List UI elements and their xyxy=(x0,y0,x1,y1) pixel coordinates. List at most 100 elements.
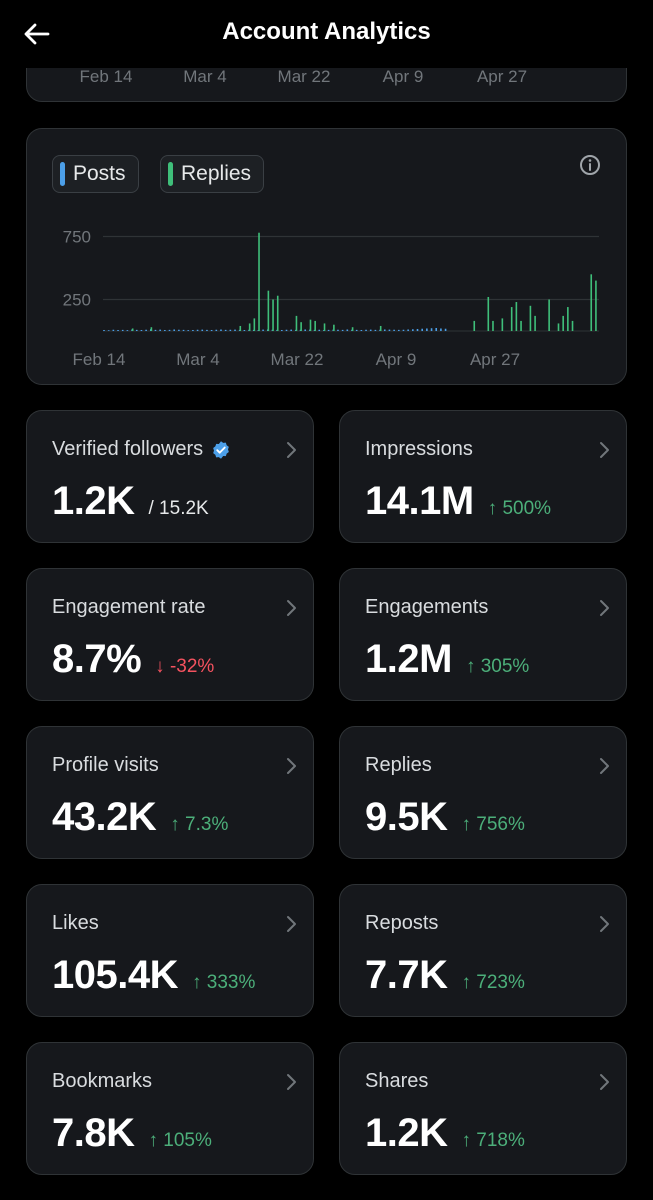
replies-bar xyxy=(492,320,494,331)
x-tick-label: Feb 14 xyxy=(79,67,133,86)
posts-bar xyxy=(337,329,339,331)
replies-bar xyxy=(501,318,504,331)
arrow-left-icon xyxy=(24,23,50,45)
replies-bar xyxy=(314,320,316,331)
metric-value-row: 1.2K / 15.2K xyxy=(52,479,209,524)
posts-bar xyxy=(285,329,288,331)
posts-bar xyxy=(182,329,185,331)
posts-bar xyxy=(196,329,199,331)
x-tick-label: Mar 22 xyxy=(277,67,331,86)
arrow-up-icon: ↑ xyxy=(461,1130,472,1151)
replies-bar xyxy=(557,323,560,331)
metric-total: / 15.2K xyxy=(148,498,209,519)
back-button[interactable] xyxy=(18,16,54,52)
metric-card[interactable]: Profile visits 43.2K ↑ 7.3% xyxy=(26,726,314,859)
header: Account Analytics xyxy=(0,0,653,68)
metric-value-row: 8.7% ↓ -32% xyxy=(52,637,214,682)
replies-bar xyxy=(150,327,153,331)
replies-bar xyxy=(590,274,593,331)
posts-bar xyxy=(281,329,283,331)
metric-change-value: 723% xyxy=(476,972,525,993)
posts-bar xyxy=(154,329,157,331)
chevron-right-icon xyxy=(287,916,296,932)
verified-badge-icon xyxy=(213,440,230,459)
posts-bar xyxy=(402,329,405,331)
metric-change-value: 756% xyxy=(476,814,525,835)
metric-value-row: 9.5K ↑ 756% xyxy=(365,795,525,840)
replies-bar xyxy=(351,327,354,331)
legend-replies[interactable]: Replies xyxy=(160,155,265,193)
posts-bar xyxy=(229,329,232,331)
posts-bar xyxy=(412,329,414,331)
metric-value-row: 7.8K ↑ 105% xyxy=(52,1111,212,1156)
posts-bar xyxy=(318,329,321,331)
metric-card[interactable]: Reposts 7.7K ↑ 723% xyxy=(339,884,627,1017)
metric-value-row: 1.2M ↑ 305% xyxy=(365,637,529,682)
metric-card[interactable]: Verified followers 1.2K / 15.2K xyxy=(26,410,314,543)
metric-value: 105.4K xyxy=(52,953,178,997)
metric-label-row: Verified followers xyxy=(52,438,231,461)
metric-card[interactable]: Engagements 1.2M ↑ 305% xyxy=(339,568,627,701)
metric-change-value: 333% xyxy=(206,972,256,993)
posts-bar xyxy=(435,327,438,331)
arrow-up-icon: ↑ xyxy=(170,814,180,835)
metric-change: ↑ 7.3% xyxy=(170,814,228,836)
posts-bar xyxy=(360,329,363,331)
posts-bar xyxy=(421,328,423,331)
metric-label-row: Impressions xyxy=(365,438,473,461)
metric-change: ↑ 333% xyxy=(192,972,255,994)
metric-change: ↓ -32% xyxy=(155,656,214,678)
posts-bar xyxy=(327,329,330,331)
posts-bar xyxy=(365,329,367,331)
posts-replies-chart-card: Posts Replies 750 250 Feb 14 Mar 4 Mar 22 Apr… xyxy=(26,128,627,385)
posts-bar xyxy=(103,329,105,331)
replies-bar xyxy=(510,307,513,331)
info-icon[interactable] xyxy=(578,153,602,177)
posts-bar xyxy=(407,329,409,331)
metric-card[interactable]: Impressions 14.1M ↑ 500% xyxy=(339,410,627,543)
arrow-up-icon: ↑ xyxy=(148,1130,159,1151)
posts-bar xyxy=(178,329,180,331)
metric-value: 7.8K xyxy=(52,1111,135,1155)
metric-change-value: 7.3% xyxy=(185,814,229,835)
replies-bar xyxy=(239,325,242,331)
x-tick-label: Apr 9 xyxy=(382,67,424,86)
posts-bar xyxy=(206,329,208,331)
metric-label-row: Replies xyxy=(365,754,432,777)
metric-label: Bookmarks xyxy=(52,1070,153,1092)
chevron-right-icon xyxy=(600,1074,609,1090)
metric-value-row: 43.2K ↑ 7.3% xyxy=(52,795,228,840)
metric-card[interactable]: Likes 105.4K ↑ 333% xyxy=(26,884,314,1017)
replies-bar xyxy=(267,290,270,331)
x-tick-label: Apr 27 xyxy=(476,67,528,86)
metric-card[interactable]: Bookmarks 7.8K ↑ 105% xyxy=(26,1042,314,1175)
posts-bar xyxy=(215,329,218,331)
posts-bar xyxy=(388,329,391,331)
arrow-up-icon: ↑ xyxy=(461,814,472,835)
posts-bar xyxy=(341,329,344,331)
posts-bar xyxy=(210,329,213,331)
posts-bar xyxy=(234,329,236,331)
legend-posts[interactable]: Posts xyxy=(52,155,139,193)
posts-bar xyxy=(107,330,110,331)
posts-bar xyxy=(262,329,264,331)
replies-bar xyxy=(595,280,597,331)
metric-value-row: 1.2K ↑ 718% xyxy=(365,1111,525,1156)
metric-change: ↑ 723% xyxy=(462,972,525,994)
replies-bar xyxy=(520,320,522,331)
posts-bar xyxy=(117,329,119,331)
metric-card[interactable]: Engagement rate 8.7% ↓ -32% xyxy=(26,568,314,701)
posts-bar xyxy=(346,329,349,331)
metric-value: 1.2K xyxy=(52,479,135,523)
chevron-right-icon xyxy=(600,442,609,458)
posts-bar xyxy=(168,329,171,331)
metric-change-value: 718% xyxy=(476,1130,525,1151)
replies-bar xyxy=(258,232,260,331)
metric-card[interactable]: Replies 9.5K ↑ 756% xyxy=(339,726,627,859)
metric-card[interactable]: Shares 1.2K ↑ 718% xyxy=(339,1042,627,1175)
metric-change-value: 500% xyxy=(502,498,552,519)
metric-change: ↑ 500% xyxy=(488,498,551,520)
metric-label: Verified followers xyxy=(52,438,204,460)
posts-bar xyxy=(383,329,386,331)
chevron-right-icon xyxy=(600,600,609,616)
